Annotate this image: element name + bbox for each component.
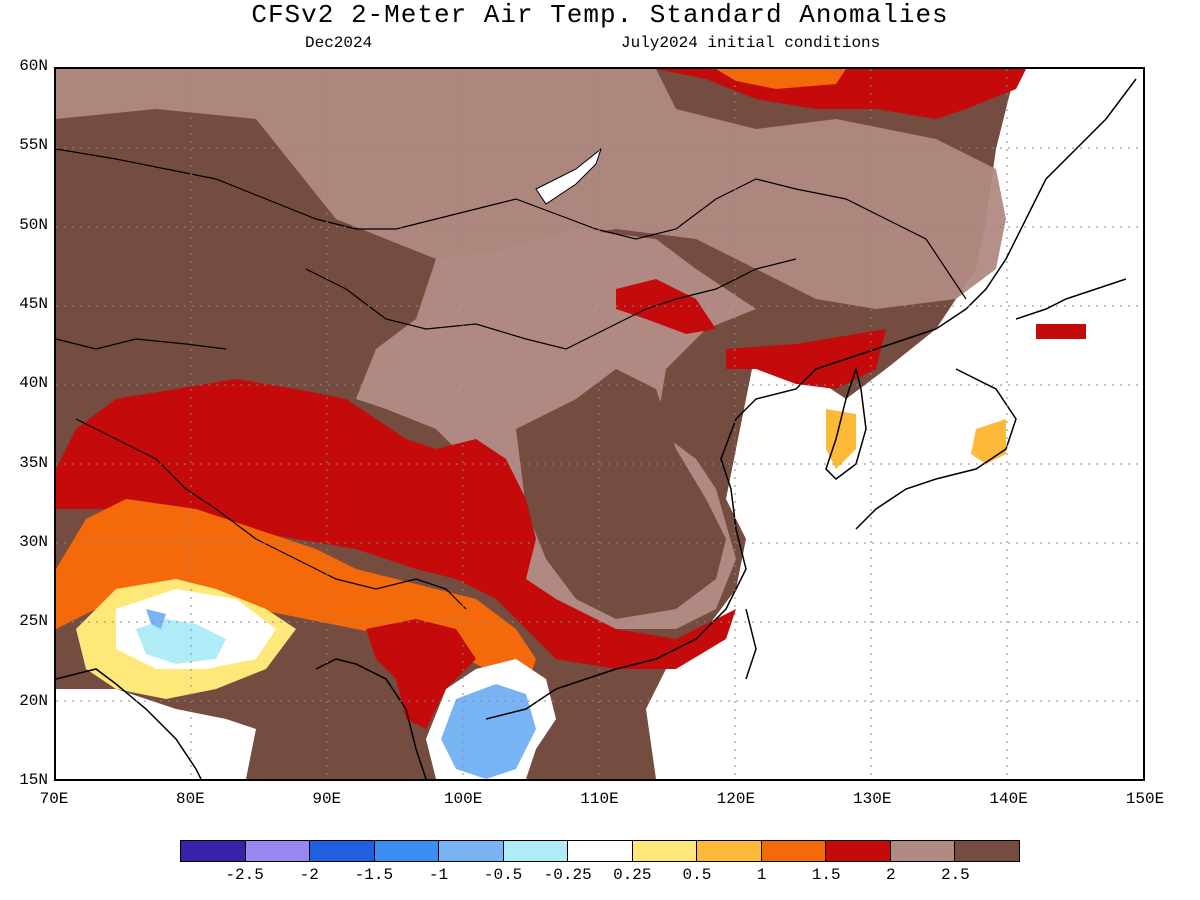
anomaly-field-above-2-5-central	[516, 369, 726, 619]
legend-swatch	[955, 841, 1019, 861]
anomaly-field-1-5-to-2-south	[56, 379, 736, 669]
coastline-east-asia	[485, 78, 1137, 720]
legend-swatch	[310, 841, 375, 861]
latitude-label: 40N	[19, 374, 48, 393]
coastline-india	[56, 668, 202, 779]
legend-swatch	[181, 841, 246, 861]
legend-swatch	[439, 841, 504, 861]
border-himalaya	[75, 418, 467, 610]
anomaly-field-minus-0-25	[136, 619, 226, 664]
legend-label: 0.5	[682, 866, 712, 884]
border-central-asia	[56, 338, 227, 350]
legend-swatch	[826, 841, 891, 861]
coastline-bay-of-bengal	[315, 658, 427, 779]
map-svg	[56, 69, 1143, 779]
anomaly-field-1-5-to-2-korea	[726, 329, 886, 389]
anomaly-field-minus-0-5	[146, 609, 166, 629]
legend-label: -1.5	[354, 866, 394, 884]
grid-lines	[56, 69, 1143, 779]
legend-swatch	[632, 841, 698, 861]
legend-swatch	[568, 841, 633, 861]
border-russia-south	[56, 148, 967, 300]
anomaly-field-0-5-to-1-korea	[826, 409, 856, 469]
anomaly-field-near-zero-peninsula	[56, 689, 256, 779]
latitude-label: 30N	[19, 533, 48, 551]
legend-swatch	[245, 841, 311, 861]
anomaly-field-0-5-to-1-japan	[971, 419, 1006, 464]
latitude-label: 55N	[19, 136, 48, 155]
coastline-korea	[825, 366, 867, 480]
legend-label: -0.25	[543, 866, 592, 884]
latitude-label: 50N	[19, 215, 48, 234]
legend-swatch	[374, 841, 440, 861]
longitude-label: 100E	[443, 790, 483, 808]
ocean-area	[646, 69, 1143, 779]
latitude-label: 15N	[19, 771, 48, 789]
legend-label: -0.5	[483, 866, 523, 884]
longitude-label: 130E	[853, 790, 892, 808]
latitude-label: 60N	[19, 57, 48, 75]
legend-label: 0.25	[613, 866, 652, 884]
longitude-label: 140E	[989, 790, 1028, 808]
legend-swatch	[761, 841, 827, 861]
forecast-month: Dec2024	[305, 34, 373, 52]
longitude-label: 120E	[716, 790, 756, 808]
legend-swatch	[697, 841, 762, 861]
legend-swatch	[890, 841, 956, 861]
legend-label: 2.5	[940, 866, 970, 884]
legend-label: 1.5	[811, 866, 841, 884]
initial-conditions: July2024 initial conditions	[621, 34, 881, 52]
anomaly-field-1-5-to-2-myanmar	[366, 619, 476, 729]
anomaly-map	[54, 67, 1145, 781]
latitude-label: 25N	[19, 612, 48, 631]
legend-label: 2	[885, 866, 896, 884]
legend-label: -2.5	[225, 866, 264, 884]
anomaly-field-2-to-2-5-north	[56, 69, 1006, 309]
latitude-label: 20N	[19, 691, 48, 710]
legend-label: -1	[428, 866, 449, 884]
latitude-label: 35N	[19, 453, 48, 472]
anomaly-field-1-5-to-2-hokkaido	[1036, 324, 1086, 339]
legend-swatch	[503, 841, 569, 861]
legend-label: -2	[299, 866, 319, 884]
legend-label: 1	[756, 866, 767, 884]
longitude-label: 110E	[580, 790, 619, 808]
longitude-label: 150E	[1125, 790, 1165, 808]
longitude-label: 80E	[175, 790, 205, 808]
latitude-label: 45N	[19, 295, 48, 313]
lake-baikal	[535, 147, 603, 205]
coastline-hokkaido	[1015, 278, 1127, 320]
coastline-japan	[855, 368, 1017, 530]
chart-title: CFSv2 2-Meter Air Temp. Standard Anomali…	[251, 0, 949, 30]
longitude-label: 90E	[312, 790, 342, 808]
longitude-label: 70E	[39, 790, 69, 808]
anomaly-field-1-to-1-5-northeast	[716, 69, 846, 89]
color-legend	[180, 840, 1020, 862]
anomaly-field-minus-0-5-indochina	[441, 684, 536, 779]
border-mongolia-china	[305, 258, 797, 350]
coastline-taiwan	[745, 608, 757, 680]
